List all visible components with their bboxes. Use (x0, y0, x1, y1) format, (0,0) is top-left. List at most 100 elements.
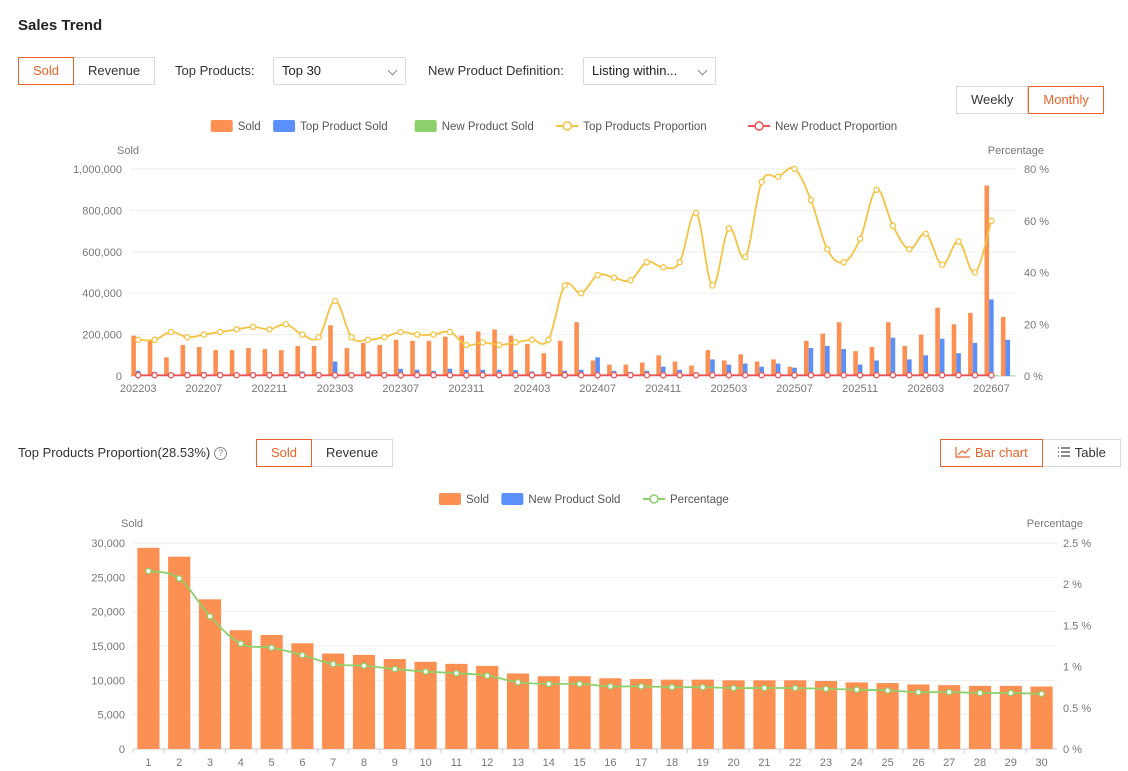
point-new-product-proportion (758, 371, 765, 379)
point-top-products-proportion (824, 245, 831, 253)
y-tick-left: 600,000 (82, 247, 122, 259)
x-tick-label: 14 (543, 757, 555, 769)
point-top-products-proportion (692, 209, 700, 217)
x-tick-label: 28 (974, 757, 986, 769)
point-percentage (791, 684, 799, 692)
x-tick-label: 202411 (645, 383, 681, 395)
x-tick-label: 202507 (776, 383, 813, 395)
point-percentage (545, 680, 553, 688)
bar-sold (295, 345, 300, 376)
point-new-product-proportion (873, 371, 880, 379)
bar-top-product-sold (660, 366, 666, 376)
bar-sold (639, 362, 645, 376)
x-tick-label: 27 (943, 757, 955, 769)
bar-sold (787, 366, 793, 376)
metric-sold-button[interactable]: Sold (18, 57, 75, 85)
legend-label: Top Products Proportion (583, 121, 706, 133)
bar-sold (291, 643, 314, 749)
bar-sold (459, 335, 465, 376)
point-new-product-proportion (266, 371, 273, 379)
y-tick-right: 0 % (1024, 371, 1043, 383)
x-tick-label: 10 (419, 757, 431, 769)
bar-sold (568, 676, 591, 749)
section2-title-text: Top Products Proportion(28.53%) (18, 445, 211, 460)
point-new-product-proportion (299, 371, 306, 379)
point-top-products-proportion (233, 326, 240, 333)
bar-sold (229, 630, 252, 749)
y-tick-left: 20,000 (91, 607, 125, 619)
x-tick-label: 11 (451, 757, 462, 769)
legend-swatch-dot (754, 121, 764, 131)
y-tick-left: 5,000 (97, 710, 125, 722)
section2-sold-button[interactable]: Sold (256, 439, 313, 467)
y-tick-left: 30,000 (91, 538, 125, 550)
point-top-products-proportion (659, 264, 667, 271)
bar-sold (506, 673, 530, 749)
bar-sold (771, 359, 776, 376)
point-percentage (945, 688, 953, 696)
bar-top-product-sold (890, 337, 896, 376)
section2-revenue-button[interactable]: Revenue (312, 439, 394, 467)
bar-sold (918, 334, 924, 376)
point-percentage (607, 683, 614, 690)
point-top-products-proportion (282, 320, 290, 328)
point-new-product-proportion (200, 371, 208, 379)
new-product-definition-select[interactable]: Listing within... (583, 57, 716, 85)
bar-sold (443, 336, 448, 376)
bar-top-product-sold (792, 367, 797, 376)
point-top-products-proportion (249, 323, 257, 331)
point-top-products-proportion (200, 331, 208, 338)
point-top-products-proportion (856, 235, 864, 243)
point-new-product-proportion (922, 371, 930, 379)
bar-sold (907, 684, 930, 749)
y-tick-left: 10,000 (91, 675, 125, 687)
bar-chart-button[interactable]: Bar chart (940, 439, 1043, 467)
bar-top-product-sold (759, 366, 764, 376)
point-new-product-proportion (479, 371, 487, 379)
point-top-products-proportion (643, 258, 651, 266)
x-tick-label: 3 (207, 757, 213, 769)
point-top-products-proportion (676, 258, 683, 266)
y-axis-right-title: Percentage (1027, 518, 1083, 530)
point-percentage (299, 651, 306, 659)
y-tick-left: 0 (119, 744, 125, 756)
line-top-products-proportion (138, 167, 993, 347)
y-tick-right: 80 % (1024, 164, 1049, 176)
point-new-product-proportion (184, 371, 191, 379)
point-top-products-proportion (561, 282, 569, 289)
point-top-products-proportion (955, 238, 962, 245)
bar-top-product-sold (874, 360, 879, 376)
top-products-select[interactable]: Top 30 (273, 57, 406, 85)
period-monthly-button[interactable]: Monthly (1028, 86, 1104, 114)
bar-sold (426, 340, 432, 376)
point-top-products-proportion (873, 186, 880, 193)
legend-label: Sold (238, 121, 261, 133)
bar-sold (784, 680, 807, 749)
bar-sold (393, 339, 399, 376)
metric-toggle: Sold Revenue (18, 57, 156, 85)
bar-chart-label: Bar chart (975, 445, 1028, 460)
bar-sold (131, 335, 136, 376)
bar-sold (968, 685, 992, 749)
point-top-products-proportion (184, 333, 191, 341)
question-circle-icon[interactable]: ? (214, 447, 228, 460)
point-top-products-proportion (627, 277, 634, 284)
bar-top-product-sold (775, 363, 781, 376)
table-button[interactable]: Table (1042, 439, 1121, 467)
point-new-product-proportion (331, 371, 339, 379)
bar-sold (804, 340, 809, 376)
metric-revenue-button[interactable]: Revenue (74, 57, 156, 85)
point-percentage (237, 640, 245, 647)
period-weekly-button[interactable]: Weekly (956, 86, 1029, 114)
point-new-product-proportion (151, 371, 158, 379)
x-tick-label: 5 (269, 757, 275, 769)
point-new-product-proportion (988, 371, 995, 379)
x-tick-label: 18 (666, 757, 678, 769)
bar-sold (574, 322, 579, 376)
x-tick-label: 30 (1035, 757, 1047, 769)
point-top-products-proportion (430, 331, 437, 338)
bar-new-product-sold (993, 375, 999, 376)
bar-top-product-sold (1005, 339, 1011, 376)
point-top-products-proportion (545, 336, 552, 344)
y-tick-right: 60 % (1024, 216, 1049, 228)
